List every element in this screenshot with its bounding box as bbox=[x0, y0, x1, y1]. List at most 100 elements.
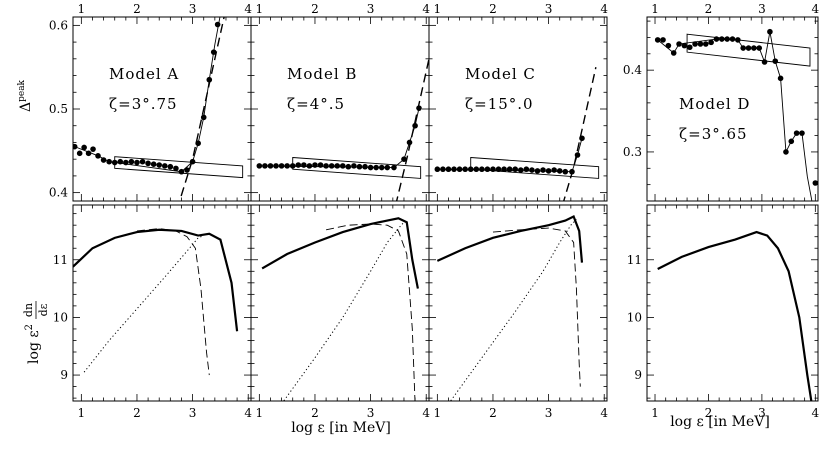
panel-top-C: 1 2 3 4 Model C ζ=15°.0 bbox=[428, 2, 608, 202]
axes-frame bbox=[646, 204, 819, 402]
model-label: Model B bbox=[287, 65, 357, 83]
data-point bbox=[665, 42, 672, 49]
fit-box bbox=[292, 157, 422, 179]
data-point bbox=[761, 59, 768, 65]
data-point bbox=[512, 166, 519, 173]
x-tick-label-top: 3 bbox=[758, 2, 766, 16]
data-point bbox=[150, 161, 157, 167]
data-point bbox=[724, 36, 730, 42]
x-tick-label-top: 1 bbox=[434, 2, 442, 16]
x-tick-label-top: 4 bbox=[422, 2, 430, 16]
data-point bbox=[85, 150, 92, 157]
panels: 1 2 3 4 0.4 0.5 0.6 Model A ζ=3°.75 1 2 3 4 Model B ζ=… bbox=[49, 2, 820, 420]
data-point bbox=[735, 37, 741, 43]
data-point bbox=[351, 163, 357, 169]
data-point bbox=[81, 144, 87, 151]
data-line bbox=[259, 108, 420, 169]
y-tick-label: 9 bbox=[60, 368, 68, 382]
data-point bbox=[214, 21, 221, 28]
top-y-label-base: Δ bbox=[18, 102, 34, 112]
data-point bbox=[289, 163, 296, 169]
model-label: Model D bbox=[679, 95, 750, 113]
data-point bbox=[692, 41, 698, 47]
data-point bbox=[100, 157, 107, 163]
data-point bbox=[123, 159, 129, 166]
data-point bbox=[777, 75, 784, 82]
panel-bottom-B: 1 2 3 4 bbox=[250, 204, 430, 420]
data-point bbox=[540, 167, 546, 173]
x-tick-label-top: 4 bbox=[600, 2, 608, 16]
y-tick-label: 11 bbox=[627, 253, 642, 267]
x-tick-label: 3 bbox=[189, 406, 197, 420]
data-point bbox=[195, 140, 201, 147]
data-point bbox=[334, 163, 341, 169]
svg-text:Δpeak: Δpeak bbox=[17, 79, 34, 112]
data-point bbox=[362, 163, 368, 170]
x-tick-label-top: 3 bbox=[367, 2, 375, 16]
data-point bbox=[686, 44, 693, 51]
series-component-1 bbox=[136, 228, 210, 376]
dashed-fit-line bbox=[395, 58, 429, 201]
y-tick-label: 0.4 bbox=[623, 63, 642, 77]
zeta-label: ζ=15°.0 bbox=[465, 95, 534, 113]
data-point bbox=[200, 114, 207, 121]
x-tick-label: 1 bbox=[651, 406, 659, 420]
panel-top-D: 1 2 3 4 0.3 0.4 Model D ζ=3°.65 bbox=[623, 2, 820, 202]
x-tick-label-top: 1 bbox=[651, 2, 659, 16]
data-point bbox=[793, 130, 800, 136]
x-axis-label-left: log ε [in MeV] bbox=[291, 420, 391, 436]
data-point bbox=[574, 152, 581, 158]
data-point bbox=[384, 164, 391, 171]
data-point bbox=[506, 166, 513, 173]
data-point bbox=[783, 149, 789, 155]
data-point bbox=[534, 168, 541, 174]
x-tick-label: 4 bbox=[812, 406, 820, 420]
series-component-2 bbox=[283, 221, 405, 401]
dashed-fit-line bbox=[563, 67, 597, 201]
data-point bbox=[416, 105, 422, 111]
data-point bbox=[556, 168, 563, 174]
data-point bbox=[178, 168, 185, 175]
x-tick-label: 3 bbox=[545, 406, 553, 420]
data-point bbox=[284, 163, 290, 169]
data-point bbox=[378, 164, 385, 171]
data-point bbox=[189, 158, 196, 165]
data-point bbox=[456, 166, 463, 173]
data-point bbox=[328, 163, 335, 169]
data-point bbox=[579, 135, 585, 142]
data-point bbox=[128, 158, 135, 165]
y-tick-label: 0.6 bbox=[49, 18, 68, 32]
bottom-y-label-prefix: log ε bbox=[26, 330, 42, 364]
zeta-label: ζ=3°.65 bbox=[679, 125, 748, 143]
model-label: Model A bbox=[109, 65, 179, 83]
x-tick-label: 4 bbox=[422, 406, 430, 420]
data-point bbox=[323, 163, 329, 169]
data-point bbox=[306, 163, 313, 169]
data-point bbox=[479, 166, 485, 173]
data-point bbox=[210, 49, 217, 55]
plot-area bbox=[73, 228, 239, 376]
data-point bbox=[391, 164, 397, 171]
data-point bbox=[406, 139, 413, 146]
panel-bottom-A: 1 2 3 4 9 10 11 bbox=[53, 204, 252, 420]
data-point bbox=[134, 159, 140, 166]
data-point bbox=[95, 153, 101, 159]
series-total bbox=[657, 230, 813, 401]
dashed-fit-line bbox=[178, 17, 225, 201]
data-point bbox=[484, 166, 491, 173]
data-point bbox=[401, 156, 407, 162]
series-component-2 bbox=[449, 219, 577, 401]
panel-top-B: 1 2 3 4 Model B ζ=4°.5 bbox=[250, 2, 430, 202]
data-point bbox=[545, 168, 552, 174]
data-point bbox=[501, 166, 507, 173]
data-point bbox=[445, 166, 452, 173]
data-point bbox=[167, 163, 174, 170]
data-point bbox=[451, 166, 457, 173]
data-point bbox=[697, 41, 704, 47]
series-total bbox=[436, 215, 584, 263]
x-tick-label-top: 4 bbox=[812, 2, 820, 16]
data-point bbox=[660, 37, 666, 43]
data-point bbox=[751, 45, 757, 51]
bottom-y-label-num: dn bbox=[22, 303, 35, 317]
top-y-label-sup: peak bbox=[17, 79, 27, 101]
